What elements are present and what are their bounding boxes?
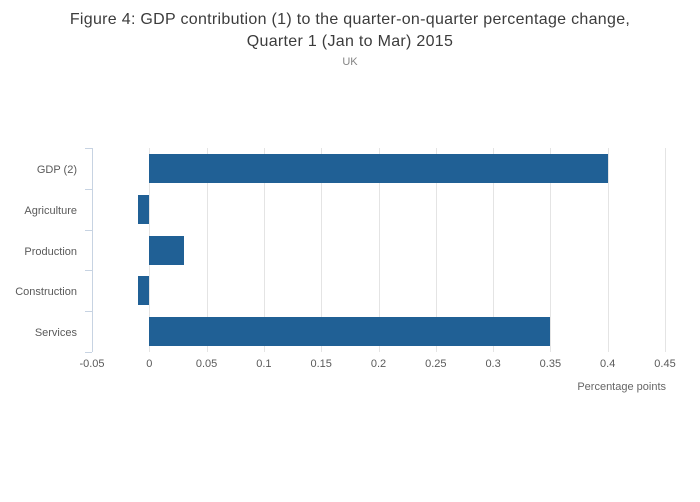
chart-title-line2: Quarter 1 (Jan to Mar) 2015 xyxy=(246,33,454,50)
y-tick-label: Agriculture xyxy=(24,204,77,217)
chart-title: Figure 4: GDP contribution (1) to the qu… xyxy=(0,9,700,53)
v-gridline xyxy=(435,148,437,352)
chart-subtitle: UK xyxy=(342,56,358,68)
y-axis-tick xyxy=(85,148,92,149)
x-tick-label: 0.45 xyxy=(654,358,676,370)
v-gridline xyxy=(665,148,666,352)
y-axis-tick xyxy=(85,270,92,272)
v-gridline xyxy=(493,148,495,352)
x-tick-label: 0 xyxy=(146,358,153,370)
bar-services[interactable] xyxy=(149,317,551,347)
x-tick-label: 0.05 xyxy=(195,358,218,370)
x-tick-label: 0.1 xyxy=(256,358,272,370)
x-tick-label: 0.25 xyxy=(425,358,447,370)
bar-agriculture[interactable] xyxy=(137,194,150,224)
x-tick-label: -0.05 xyxy=(79,358,105,370)
x-tick-label: 0.4 xyxy=(600,358,616,370)
y-tick-label: Services xyxy=(34,327,77,340)
y-axis-tick xyxy=(85,311,92,313)
x-tick-label: 0.15 xyxy=(310,358,332,370)
y-axis-tick xyxy=(85,188,92,190)
v-gridline xyxy=(206,148,208,352)
chart-title-line1: Figure 4: GDP contribution (1) to the qu… xyxy=(69,11,631,28)
v-gridline xyxy=(607,148,609,352)
x-axis-label: Percentage points xyxy=(577,381,666,393)
y-axis-tick xyxy=(85,229,92,231)
bar-production[interactable] xyxy=(149,235,184,265)
y-axis-line xyxy=(92,148,93,352)
y-axis-tick xyxy=(85,352,92,353)
y-tick-label: Construction xyxy=(15,286,77,299)
y-tick-label: Production xyxy=(24,245,77,258)
bar-construction[interactable] xyxy=(137,276,150,306)
v-gridline xyxy=(378,148,380,352)
v-gridline xyxy=(550,148,552,352)
v-gridline xyxy=(263,148,265,352)
v-gridline xyxy=(321,148,323,352)
x-tick-label: 0.3 xyxy=(485,358,501,370)
bar-gdp-2[interactable] xyxy=(149,153,608,183)
x-tick-label: 0.35 xyxy=(539,358,562,370)
x-tick-label: 0.2 xyxy=(370,358,387,370)
y-tick-label: GDP (2) xyxy=(36,163,77,176)
